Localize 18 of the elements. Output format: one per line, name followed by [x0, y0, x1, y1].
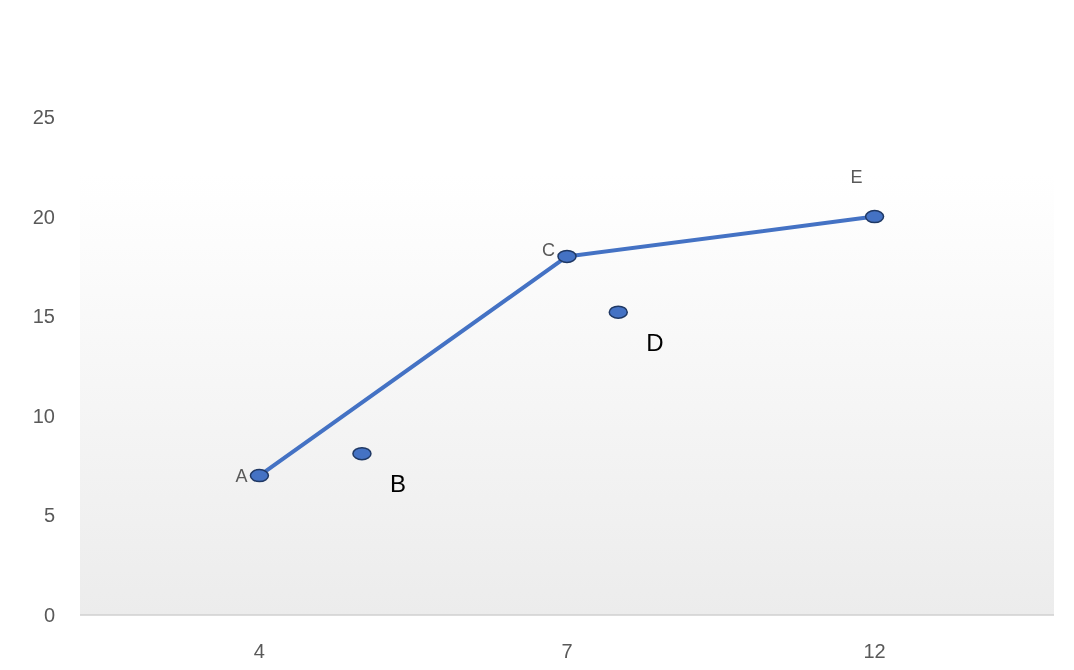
data-label: B: [389, 470, 406, 498]
y-tick-label: 25: [32, 106, 55, 128]
data-label: D: [646, 328, 664, 356]
y-tick-label: 10: [32, 404, 55, 427]
x-tick-label: 4: [253, 640, 265, 662]
point: [249, 468, 270, 483]
data-label: C: [542, 239, 555, 260]
y-tick-label: 5: [43, 504, 55, 527]
data-label: A: [235, 465, 248, 486]
point: [557, 249, 577, 264]
y-tick-label: 15: [32, 305, 55, 328]
point: [864, 209, 885, 224]
y-tick-label: 20: [32, 205, 55, 228]
point: [352, 446, 372, 461]
x-tick-label: 12: [863, 640, 886, 662]
data-label: E: [850, 166, 863, 187]
x-tick-label: 7: [561, 640, 573, 662]
y-tick-label: 0: [43, 604, 55, 626]
